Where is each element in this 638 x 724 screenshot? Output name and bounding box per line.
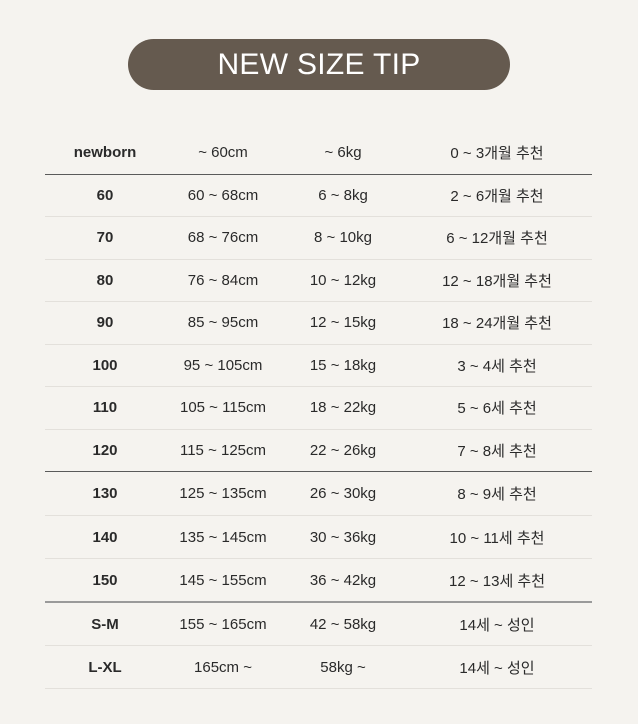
cell-size: 120 [92, 441, 118, 459]
cell-weight: 8 ~ 10kg [314, 229, 372, 247]
cell-size: 110 [92, 399, 118, 417]
cell-weight: 30 ~ 36kg [309, 528, 377, 546]
cell-age: 0 ~ 3개월 추천 [450, 145, 544, 163]
cell-weight: 42 ~ 58kg [309, 615, 377, 633]
table-row: 140 135 ~ 145cm 30 ~ 36kg 10 ~ 11세 추천 [45, 516, 592, 560]
cell-weight: 58kg ~ [320, 658, 366, 676]
table-row: L-XL 165cm ~ 58kg ~ 14세 ~ 성인 [45, 646, 592, 690]
title-banner: NEW SIZE TIP [128, 39, 510, 90]
cell-size: 100 [92, 356, 118, 374]
cell-size: 140 [92, 528, 118, 546]
table-row: 100 95 ~ 105cm 15 ~ 18kg 3 ~ 4세 추천 [45, 345, 592, 387]
cell-weight: 26 ~ 30kg [309, 484, 377, 502]
size-table: newborn ~ 60cm ~ 6kg 0 ~ 3개월 추천 60 60 ~ 68cm 6… [45, 132, 592, 690]
table-row: S-M 155 ~ 165cm 42 ~ 58kg 14세 ~ 성인 [45, 603, 592, 647]
table-row: 130 125 ~ 135cm 26 ~ 30kg 8 ~ 9세 추천 [45, 472, 592, 516]
cell-age: 8 ~ 9세 추천 [457, 485, 537, 503]
cell-size: 80 [96, 271, 114, 289]
cell-weight: ~ 6kg [324, 144, 362, 162]
cell-height: 85 ~ 95cm [187, 314, 259, 332]
cell-size: L-XL [88, 658, 122, 676]
cell-weight: 22 ~ 26kg [309, 441, 377, 459]
cell-height: 60 ~ 68cm [187, 186, 259, 204]
cell-age: 10 ~ 11세 추천 [449, 529, 545, 547]
cell-age: 5 ~ 6세 추천 [457, 400, 537, 418]
cell-age: 14세 ~ 성인 [459, 659, 535, 677]
cell-height: 105 ~ 115cm [179, 399, 267, 417]
cell-age: 12 ~ 13세 추천 [448, 572, 546, 590]
table-row: newborn ~ 60cm ~ 6kg 0 ~ 3개월 추천 [45, 132, 592, 175]
cell-age: 12 ~ 18개월 추천 [442, 272, 552, 290]
cell-size: 150 [92, 571, 118, 589]
cell-weight: 12 ~ 15kg [309, 314, 377, 332]
cell-height: 95 ~ 105cm [183, 356, 263, 374]
cell-age: 14세 ~ 성인 [459, 616, 535, 634]
cell-weight: 18 ~ 22kg [309, 399, 377, 417]
cell-height: ~ 60cm [198, 144, 248, 162]
cell-height: 155 ~ 165cm [179, 615, 267, 633]
cell-size: 60 [96, 186, 114, 204]
table-row: 110 105 ~ 115cm 18 ~ 22kg 5 ~ 6세 추천 [45, 387, 592, 430]
cell-size: 70 [96, 229, 114, 247]
table-row: 120 115 ~ 125cm 22 ~ 26kg 7 ~ 8세 추천 [45, 430, 592, 472]
cell-size: 130 [92, 484, 118, 502]
cell-age: 7 ~ 8세 추천 [457, 442, 537, 460]
table-row: 70 68 ~ 76cm 8 ~ 10kg 6 ~ 12개월 추천 [45, 217, 592, 260]
cell-size: newborn [73, 144, 137, 162]
cell-size: S-M [91, 615, 119, 633]
cell-height: 76 ~ 84cm [187, 271, 259, 289]
cell-height: 115 ~ 125cm [179, 441, 267, 459]
cell-weight: 36 ~ 42kg [309, 571, 377, 589]
cell-age: 3 ~ 4세 추천 [457, 357, 537, 375]
cell-height: 145 ~ 155cm [179, 571, 267, 589]
cell-age: 2 ~ 6개월 추천 [450, 187, 544, 205]
table-row: 80 76 ~ 84cm 10 ~ 12kg 12 ~ 18개월 추천 [45, 260, 592, 302]
cell-height: 68 ~ 76cm [187, 229, 259, 247]
table-row: 90 85 ~ 95cm 12 ~ 15kg 18 ~ 24개월 추천 [45, 302, 592, 345]
cell-height: 165cm ~ [194, 658, 252, 676]
page-title: NEW SIZE TIP [217, 47, 421, 81]
cell-height: 125 ~ 135cm [179, 484, 267, 502]
cell-size: 90 [96, 314, 114, 332]
cell-height: 135 ~ 145cm [179, 528, 267, 546]
cell-age: 6 ~ 12개월 추천 [446, 230, 548, 248]
cell-age: 18 ~ 24개월 추천 [442, 315, 552, 333]
table-row: 150 145 ~ 155cm 36 ~ 42kg 12 ~ 13세 추천 [45, 559, 592, 604]
cell-weight: 15 ~ 18kg [309, 356, 377, 374]
table-row: 60 60 ~ 68cm 6 ~ 8kg 2 ~ 6개월 추천 [45, 175, 592, 217]
cell-weight: 10 ~ 12kg [309, 271, 377, 289]
cell-weight: 6 ~ 8kg [318, 186, 368, 204]
